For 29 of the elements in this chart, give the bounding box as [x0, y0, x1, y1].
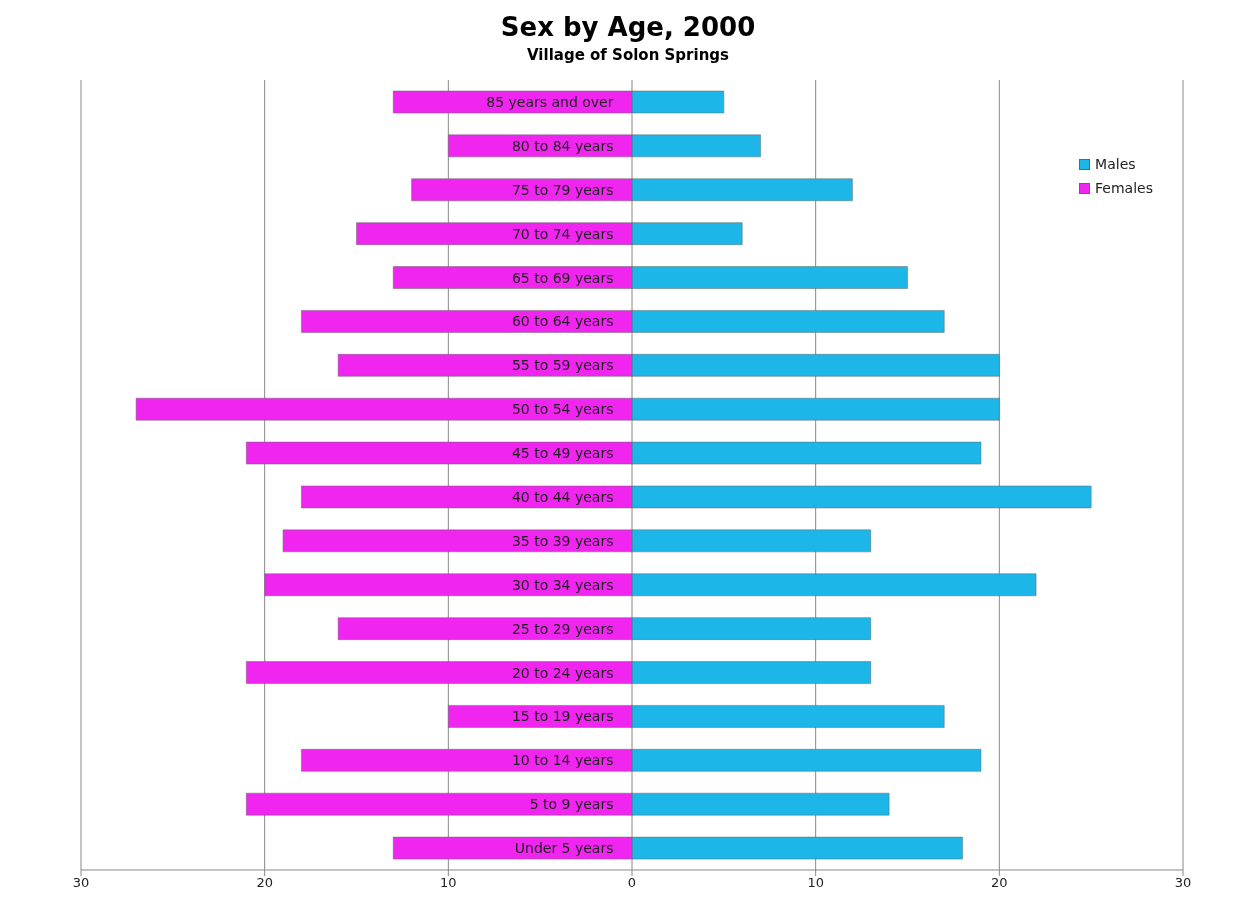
y-tick-label: 20 to 24 years	[511, 664, 614, 681]
legend-label: Females	[1095, 179, 1153, 198]
y-tick-label: 25 to 29 years	[511, 620, 614, 637]
chart-title: Sex by Age, 2000	[499, 12, 757, 42]
x-tick-label: 20	[991, 875, 1008, 891]
y-tick-label: 15 to 19 years	[511, 708, 614, 725]
y-tick-label: 10 to 14 years	[511, 752, 614, 769]
y-tick-label: 40 to 44 years	[511, 488, 614, 505]
y-tick-label: 80 to 84 years	[511, 137, 614, 154]
x-tick-label: 0	[627, 875, 637, 891]
x-tick-label: 30	[72, 875, 90, 891]
x-tick-label: 10	[807, 875, 824, 891]
chart-subtitle: Village of Solon Springs	[526, 46, 730, 64]
y-tick-label: 5 to 9 years	[529, 796, 614, 813]
y-tick-label: 60 to 64 years	[511, 313, 614, 330]
y-tick-label: 75 to 79 years	[511, 181, 614, 198]
y-tick-label: 35 to 39 years	[511, 532, 614, 549]
y-tick-label: 30 to 34 years	[511, 576, 614, 593]
y-tick-label: Under 5 years	[514, 840, 614, 857]
y-tick-label: 45 to 49 years	[511, 445, 614, 462]
y-tick-label: 85 years and over	[486, 93, 614, 110]
y-tick-label: 55 to 59 years	[511, 357, 614, 374]
x-tick-label: 10	[440, 875, 457, 891]
legend-label: Males	[1095, 155, 1136, 174]
x-tick-label: 30	[1174, 875, 1192, 891]
y-tick-label: 65 to 69 years	[511, 269, 614, 286]
y-tick-label: 50 to 54 years	[511, 401, 614, 418]
y-tick-label: 70 to 74 years	[511, 225, 614, 242]
x-tick-label: 20	[256, 875, 273, 891]
